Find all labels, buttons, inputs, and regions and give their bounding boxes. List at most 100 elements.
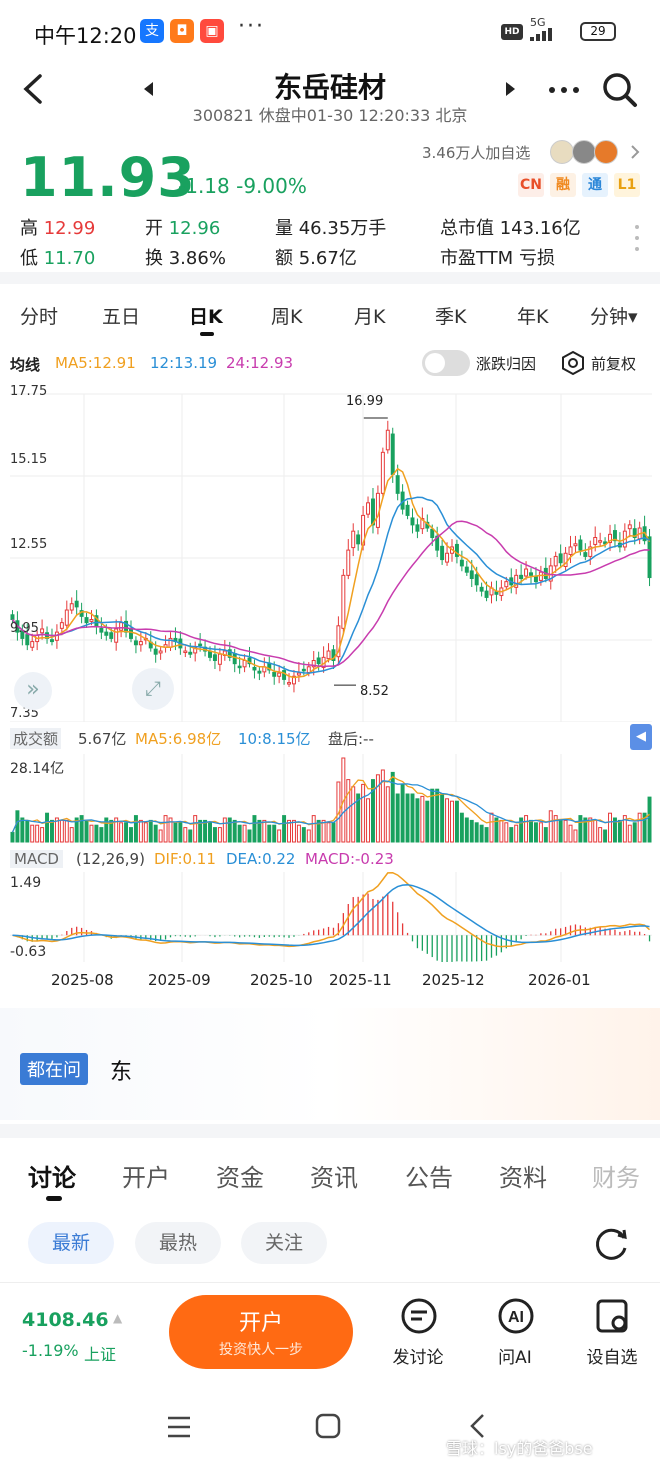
tab-quarterly-k[interactable]: 季K [435,306,467,328]
filter-latest[interactable]: 最新 [28,1222,114,1264]
index-value[interactable]: 4108.46 [22,1309,109,1331]
volume-bar [484,827,489,843]
watcher-avatars[interactable] [550,140,620,164]
divider [0,272,660,284]
app-notification-icon: ◘ [170,19,194,43]
change-percent: -9.00% [236,174,307,198]
candle-body [59,622,64,629]
candle-body [415,524,420,532]
tab-financials[interactable]: 财务 [592,1164,640,1192]
stat-amount: 额 5.67亿 [275,248,357,269]
ma-label[interactable]: 均线 [10,356,41,374]
candle-body [454,543,459,557]
volume-bar [479,824,484,843]
volume-bar [143,822,148,843]
avatar [594,140,618,164]
volume-label[interactable]: 成交额 [10,728,62,749]
tab-intraday[interactable]: 分时 [20,306,59,328]
triangle-right-icon[interactable] [505,81,517,97]
candle-body [242,660,247,668]
volume-bar [514,824,519,843]
candle-body [395,475,400,494]
volume-bar [583,817,588,843]
fullscreen-icon[interactable]: ⤢ [132,668,174,710]
volume-bar [20,817,25,843]
bottom-bar: 4108.46 ▲ -1.19% 上证 开户 投资快人一步 发讨论 AI 问AI… [0,1282,660,1387]
chevron-right-icon[interactable] [630,144,640,160]
volume-bar [504,822,509,843]
home-icon[interactable] [315,1413,341,1439]
y-tick: 17.75 [10,384,48,399]
volume-bar [385,786,390,843]
add-watchlist-button[interactable]: 设自选 [572,1283,652,1383]
tab-daily-k[interactable]: 日K [189,306,223,328]
kline-chart[interactable] [0,384,660,994]
volume-bar [296,824,301,843]
volume-bar [454,800,459,843]
candle-body [252,666,257,671]
tab-news[interactable]: 资讯 [310,1164,358,1192]
search-icon[interactable] [602,72,638,108]
back-arrow-icon[interactable] [20,74,46,104]
tab-minute[interactable]: 分钟▾ [590,306,638,328]
candle-body [138,641,143,646]
attribution-toggle[interactable] [422,350,470,376]
tab-5day[interactable]: 五日 [102,306,141,328]
volume-bar [203,819,208,843]
volume-bar [568,824,573,843]
volume-bar [168,817,173,843]
candle-body [440,545,445,561]
x-tick: 2025-08 [51,971,114,989]
back-icon[interactable] [468,1413,486,1439]
candle-body [632,528,637,539]
refresh-icon[interactable] [594,1226,630,1262]
ask-text[interactable]: 东 [110,1060,133,1085]
candle-body [479,586,484,592]
more-dots-icon[interactable] [548,86,580,94]
ask-section[interactable]: 都在问 东 [0,1008,660,1120]
macd-label[interactable]: MACD [10,850,63,868]
volume-bar [380,769,385,843]
volume-bar [79,815,84,843]
tab-announcements[interactable]: 公告 [405,1164,453,1192]
ma5-value: MA5:12.91 [55,354,136,372]
tab-discussion[interactable]: 讨论 [28,1164,76,1192]
volume-bar [114,817,119,843]
volume-bar [104,817,109,843]
volume-bar [163,815,168,843]
volume-bar [129,827,133,843]
kline-chart-area[interactable]: 17.75 15.15 12.55 9.95 7.35 16.99 8.52 »… [0,384,660,994]
filter-following[interactable]: 关注 [241,1222,327,1264]
volume-bar [89,824,94,843]
expand-left-icon[interactable]: ◀ [630,724,652,750]
volume-bar [356,793,361,843]
avatar [572,140,596,164]
filter-hot[interactable]: 最热 [135,1222,221,1264]
candle-body [183,650,188,654]
tab-funds[interactable]: 资金 [216,1164,264,1192]
volume-bar [420,795,425,843]
volume-bar [173,822,178,843]
tab-weekly-k[interactable]: 周K [271,306,303,328]
adjust-label[interactable]: 前复权 [591,355,637,373]
post-discussion-button[interactable]: 发讨论 [378,1283,458,1383]
tab-monthly-k[interactable]: 月K [354,306,386,328]
tab-open-account[interactable]: 开户 [122,1164,170,1192]
watchers-count[interactable]: 3.46万人加自选 [422,144,531,162]
attribution-label[interactable]: 涨跌归因 [476,355,537,373]
menu-icon[interactable] [166,1415,192,1439]
more-vertical-icon[interactable] [634,224,640,252]
candle-body [282,670,287,680]
candle-body [10,614,15,620]
candle-body [316,657,321,665]
volume-legend: 成交额 5.67亿 MA5:6.98亿 10:8.15亿 盘后:-- ◀ [0,722,660,750]
collapse-sidebar-icon[interactable]: » [14,672,52,710]
volume-bar [287,819,292,843]
tab-profile[interactable]: 资料 [499,1164,547,1192]
adjust-icon[interactable] [560,350,586,376]
tab-yearly-k[interactable]: 年K [517,306,549,328]
candle-body [351,530,356,549]
ask-ai-button[interactable]: AI 问AI [475,1283,555,1383]
triangle-left-icon[interactable] [142,81,154,97]
open-account-button[interactable]: 开户 投资快人一步 [169,1295,353,1369]
